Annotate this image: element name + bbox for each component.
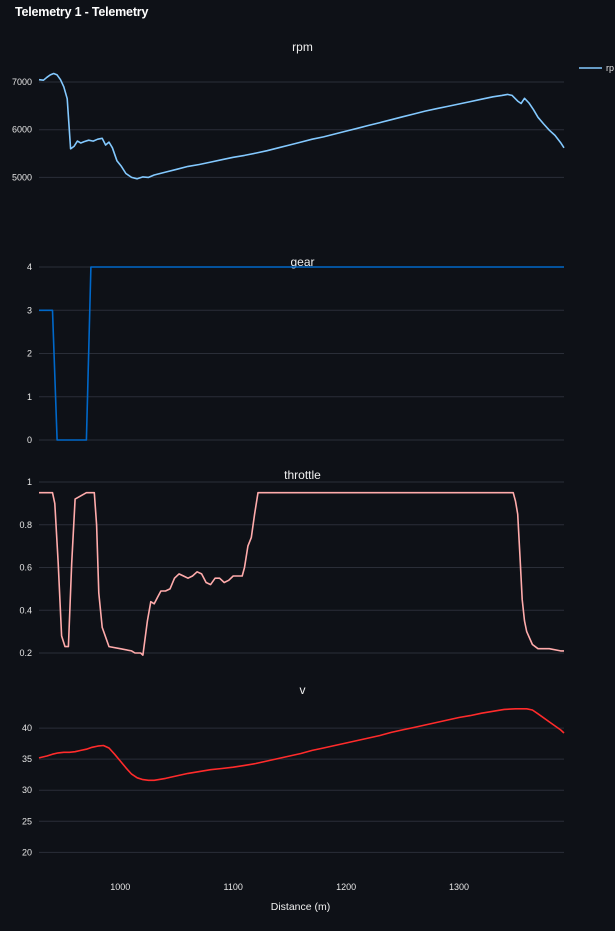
y-tick-label-throttle: 0.8 xyxy=(19,520,32,530)
panel-throttle: throttle 0.2 0.4 0.6 0.8 1 xyxy=(19,468,564,658)
y-tick-label-throttle: 0.2 xyxy=(19,648,32,658)
x-axis: 1000 1100 1200 1300 Distance (m) xyxy=(110,882,469,913)
panel-title-throttle: throttle xyxy=(284,468,321,482)
legend-label: rp xyxy=(606,63,614,73)
panel-title-rpm: rpm xyxy=(292,40,313,54)
y-tick-label-v: 40 xyxy=(22,723,32,733)
panel-title-v: v xyxy=(300,683,306,697)
series-line-v[interactable] xyxy=(38,708,565,782)
x-tick-label: 1100 xyxy=(224,882,243,892)
y-tick-label-gear: 1 xyxy=(27,392,32,402)
series-line-throttle[interactable] xyxy=(39,491,564,656)
page-title: Telemetry 1 - Telemetry xyxy=(15,5,149,19)
x-tick-label: 1300 xyxy=(449,882,469,892)
y-tick-label-v: 30 xyxy=(22,785,32,795)
chart-panels: rpm 5000 6000 7000 gear 0 1 2 3 4 throttle 0.2 0.4 0.… xyxy=(12,40,565,857)
y-tick-label-v: 35 xyxy=(22,754,32,764)
y-tick-label-rpm: 7000 xyxy=(12,77,32,87)
y-tick-label-throttle: 0.6 xyxy=(19,563,32,573)
series-line-rpm[interactable] xyxy=(38,72,565,180)
panel-title-gear: gear xyxy=(290,255,314,269)
y-tick-label-rpm: 6000 xyxy=(12,125,32,135)
y-tick-label-v: 20 xyxy=(22,847,32,857)
y-tick-label-v: 25 xyxy=(22,816,32,826)
legend[interactable]: rp xyxy=(579,63,614,73)
x-axis-title: Distance (m) xyxy=(271,901,331,913)
x-tick-label: 1200 xyxy=(336,882,356,892)
y-tick-label-throttle: 0.4 xyxy=(19,605,32,615)
y-tick-label-gear: 4 xyxy=(27,262,32,272)
y-tick-label-gear: 0 xyxy=(27,435,32,445)
series-line-gear[interactable] xyxy=(39,266,564,441)
panel-rpm: rpm 5000 6000 7000 xyxy=(12,40,565,182)
y-tick-label-rpm: 5000 xyxy=(12,172,32,182)
y-tick-label-gear: 3 xyxy=(27,305,32,315)
panel-gear: gear 0 1 2 3 4 xyxy=(27,255,564,445)
y-tick-label-gear: 2 xyxy=(27,349,32,359)
y-tick-label-throttle: 1 xyxy=(27,477,32,487)
x-tick-label: 1000 xyxy=(110,882,130,892)
panel-v: v 20 25 30 35 40 xyxy=(22,683,565,857)
